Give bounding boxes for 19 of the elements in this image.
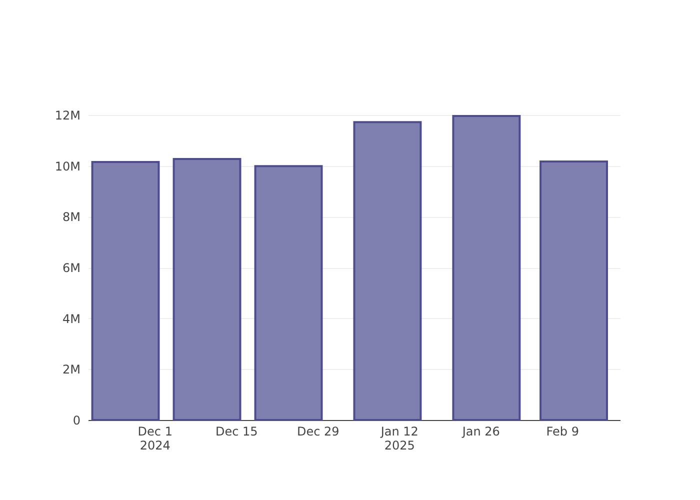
y-tick-label: 10M — [54, 159, 80, 174]
bar — [452, 115, 521, 421]
bar — [172, 158, 242, 421]
x-tick-label: Jan 26 — [461, 424, 500, 438]
x-tick-label: Jan 12 2025 — [380, 424, 418, 452]
bar — [353, 121, 422, 421]
x-tick-label: Dec 29 — [296, 424, 340, 438]
bar — [91, 161, 160, 421]
x-tick-label: Feb 9 — [546, 424, 579, 438]
y-tick-label: 4M — [62, 312, 80, 326]
x-tick-label: Dec 1 2024 — [138, 424, 172, 452]
y-tick-label: 8M — [62, 210, 80, 224]
y-tick-label: 6M — [62, 261, 80, 275]
y-tick-label: 2M — [62, 362, 80, 377]
y-tick-label: 0 — [72, 414, 80, 428]
bar — [540, 160, 608, 421]
y-tick-label: 12M — [54, 108, 80, 122]
x-tick-label: Dec 15 — [215, 424, 258, 438]
bar — [254, 165, 323, 421]
